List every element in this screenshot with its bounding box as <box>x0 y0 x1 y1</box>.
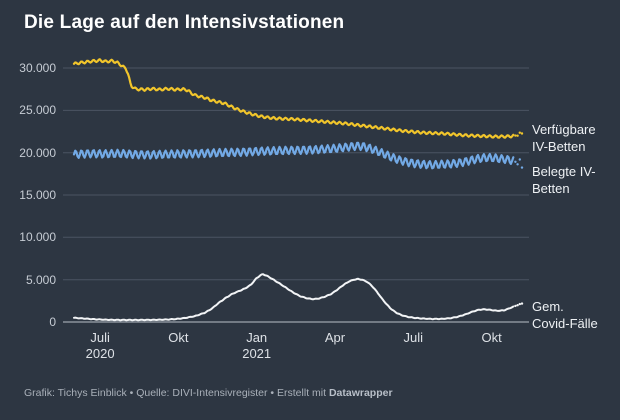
series-label-line: Belegte IV- <box>532 164 596 179</box>
series-line-dotted-tail-dot <box>520 302 524 305</box>
series-line-dotted-tail-dot <box>516 304 519 307</box>
y-axis-tick-label: 15.000 <box>19 188 56 202</box>
series-line-dotted-tail-dot <box>520 132 524 135</box>
series-label-line: Verfügbare <box>532 122 596 137</box>
series-line-dotted-tail-dot <box>518 302 521 306</box>
series-label-gem-covid-faelle: Gem. Covid-Fälle <box>532 299 618 332</box>
series-line-dotted-tail-dot <box>514 134 517 137</box>
x-axis-tick-label: Jan 2021 <box>242 330 272 361</box>
series-label-line: Covid-Fälle <box>532 315 598 331</box>
footer-text: Grafik: Tichys Einblick • Quelle: DIVI-I… <box>24 387 329 399</box>
x-axis-tick-label: Okt <box>481 330 502 345</box>
series-label-line: IV-Betten <box>532 138 586 154</box>
y-axis-tick-label: 0 <box>49 315 56 329</box>
y-axis-tick-label: 20.000 <box>19 145 56 160</box>
series-label-belegte-iv-betten: Belegte IV- Betten <box>532 164 618 197</box>
x-axis-tick-label: Juli 2020 <box>85 330 115 361</box>
y-axis-tick-label: 25.000 <box>19 103 56 118</box>
series-line-dotted-tail-dot <box>518 158 521 161</box>
series-line-belegte-iv-betten <box>72 141 515 170</box>
series-line-dotted-tail-dot <box>518 131 521 134</box>
footer-credit: Grafik: Tichys Einblick • Quelle: DIVI-I… <box>24 387 610 399</box>
series-line-dotted-tail-dot <box>514 160 517 163</box>
series-line-dotted-tail-dot <box>516 134 519 137</box>
y-axis-tick-label: 5.000 <box>25 272 56 287</box>
x-axis-tick-label: Apr <box>324 330 346 345</box>
series-line-gem-covid-faelle <box>73 273 515 322</box>
x-axis-tick-label: Juli <box>403 330 424 345</box>
y-axis-tick-label: 10.000 <box>19 230 56 245</box>
chart-title: Die Lage auf den Intensivstationen <box>24 12 345 33</box>
y-axis-tick-label: 30.000 <box>19 61 56 76</box>
x-axis-tick-label: Okt <box>168 330 189 345</box>
series-label-line: Betten <box>532 180 570 196</box>
series-line-dotted-tail-dot <box>520 166 524 169</box>
series-line-verfuegbare-iv-betten <box>72 58 515 139</box>
series-label-line: Gem. <box>532 299 564 314</box>
series-label-verfuegbare-iv-betten: Verfügbare IV-Betten <box>532 122 618 155</box>
footer-brand-link[interactable]: Datawrapper <box>328 387 393 399</box>
series-line-dotted-tail-dot <box>514 304 517 308</box>
series-line-dotted-tail-dot <box>516 163 519 166</box>
